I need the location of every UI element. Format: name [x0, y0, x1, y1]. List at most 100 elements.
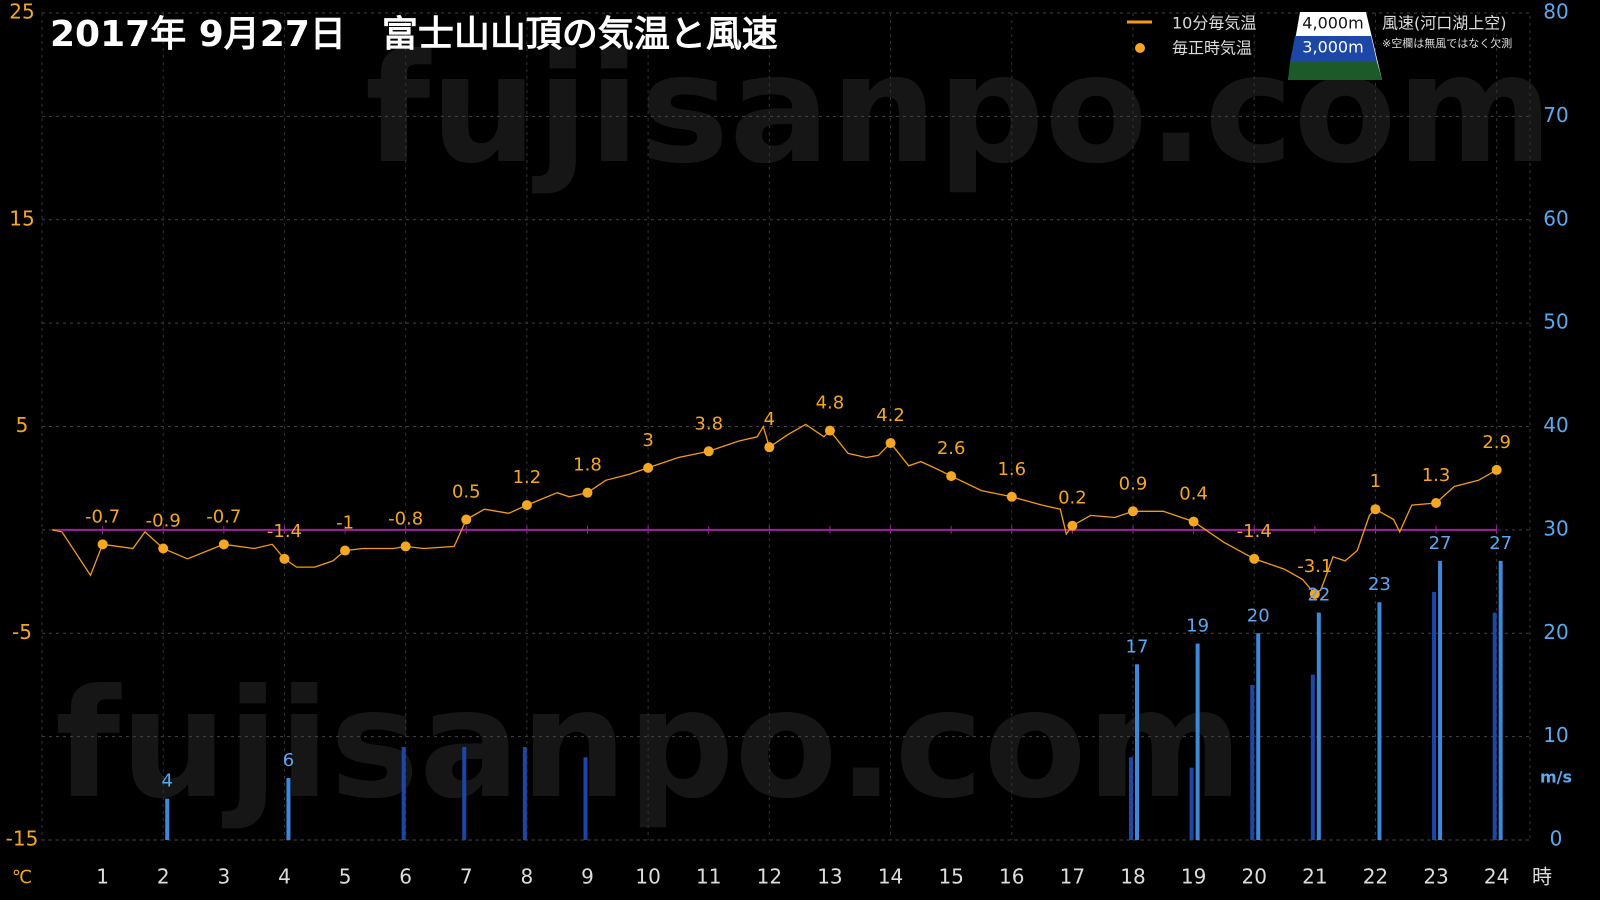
data-label: 0.2 [1058, 488, 1087, 509]
hourly-dot [1067, 520, 1078, 531]
hourly-dot [400, 541, 411, 552]
wind-bar [286, 777, 291, 840]
data-label: 3 [642, 430, 653, 451]
y-tick-label: -15 [6, 827, 39, 851]
chart-title: 2017年 9月27日 富士山山頂の気温と風速 [50, 13, 778, 55]
y2-tick-label: 30 [1543, 516, 1568, 540]
x-tick-label: 16 [999, 865, 1024, 889]
x-tick-label: 20 [1241, 865, 1266, 889]
x-tick-label: 5 [339, 865, 352, 889]
y2-tick-label: 20 [1543, 620, 1568, 644]
legend-label: 10分毎気温 [1172, 14, 1256, 33]
wind-bar [1492, 612, 1497, 840]
legend-title: 風速(河口湖上空) [1382, 14, 1507, 33]
data-label: 27 [1489, 533, 1512, 554]
data-label: 0.5 [452, 482, 481, 503]
y2-tick-label: 70 [1543, 103, 1568, 127]
y-tick-label: -5 [12, 620, 32, 644]
y2-tick-label: 10 [1543, 723, 1568, 747]
hourly-dot [764, 442, 775, 453]
data-label: -1.4 [267, 521, 302, 542]
wind-bar [1195, 643, 1200, 840]
wind-bar [1498, 560, 1503, 840]
x-tick-label: 8 [521, 865, 534, 889]
wind-bar [1316, 612, 1321, 840]
y-tick-label: 5 [16, 413, 29, 437]
wind-bar [1134, 664, 1139, 840]
y2-tick-label: 80 [1543, 0, 1568, 24]
hourly-dot [521, 500, 532, 511]
hourly-dot [1370, 504, 1381, 515]
data-label: -1 [336, 513, 354, 534]
wind-bar [1250, 684, 1255, 840]
x-tick-label: 24 [1484, 865, 1509, 889]
wind-bar [1128, 757, 1133, 840]
watermark: fujisanpo.com [55, 658, 1243, 832]
x-tick-label: 3 [217, 865, 230, 889]
data-label: 4.8 [816, 393, 845, 414]
hourly-dot [1188, 516, 1199, 527]
data-label: 0.4 [1179, 484, 1208, 505]
hourly-dot [1249, 553, 1260, 564]
wind-bar [1256, 633, 1261, 840]
x-tick-label: 21 [1302, 865, 1327, 889]
data-label: 22 [1307, 585, 1330, 606]
wind-bar [165, 798, 170, 840]
x-tick-label: 14 [878, 865, 903, 889]
data-label: -3.1 [1297, 556, 1332, 577]
x-axis-label: 時 [1532, 865, 1552, 889]
x-tick-label: 13 [817, 865, 842, 889]
data-label: -1.4 [1237, 521, 1272, 542]
x-tick-label: 9 [581, 865, 594, 889]
data-label: 4 [764, 409, 775, 430]
data-label: 4.2 [876, 405, 905, 426]
x-tick-label: 7 [460, 865, 473, 889]
data-label: 4 [161, 771, 172, 792]
hourly-dot [643, 462, 654, 473]
x-tick-label: 2 [157, 865, 170, 889]
hourly-dot [1006, 491, 1017, 502]
hourly-dot [279, 553, 290, 564]
legend-dot-icon [1135, 43, 1145, 53]
y2-tick-label: 50 [1543, 310, 1568, 334]
data-label: 1.8 [573, 455, 602, 476]
wind-bar [401, 746, 406, 840]
hourly-dot [1309, 588, 1320, 599]
wind-bar [1432, 591, 1437, 840]
x-tick-label: 19 [1181, 865, 1206, 889]
x-tick-label: 23 [1423, 865, 1448, 889]
data-label: 0.9 [1119, 473, 1148, 494]
wind-bar [1377, 602, 1382, 840]
wind-bar [462, 746, 467, 840]
data-label: 1.6 [997, 459, 1026, 480]
hourly-dot [582, 487, 593, 498]
x-tick-label: 12 [757, 865, 782, 889]
data-label: 19 [1186, 616, 1209, 637]
y2-tick-label: 0 [1550, 827, 1563, 851]
data-label: -0.9 [146, 510, 181, 531]
hourly-dot [885, 438, 896, 449]
data-label: 1 [1370, 471, 1381, 492]
data-label: 3.8 [694, 413, 723, 434]
wind-bar [1189, 767, 1194, 840]
y-tick-label: 15 [9, 206, 34, 230]
data-label: -0.8 [388, 508, 423, 529]
x-tick-label: 17 [1060, 865, 1085, 889]
x-tick-label: 11 [696, 865, 721, 889]
hourly-dot [824, 425, 835, 436]
legend-label: 3,000m [1302, 38, 1363, 57]
x-tick-label: 15 [938, 865, 963, 889]
x-tick-label: 22 [1363, 865, 1388, 889]
y2-tick-label: 60 [1543, 206, 1568, 230]
data-label: -0.7 [206, 506, 241, 527]
data-label: 2.6 [937, 438, 966, 459]
hourly-dot [158, 543, 169, 554]
data-label: 27 [1429, 533, 1452, 554]
hourly-dot [461, 514, 472, 525]
data-label: 17 [1126, 636, 1149, 657]
hourly-dot [703, 446, 714, 457]
data-label: 20 [1247, 605, 1270, 626]
legend-mountain-band [1290, 36, 1377, 62]
x-tick-label: 6 [399, 865, 412, 889]
